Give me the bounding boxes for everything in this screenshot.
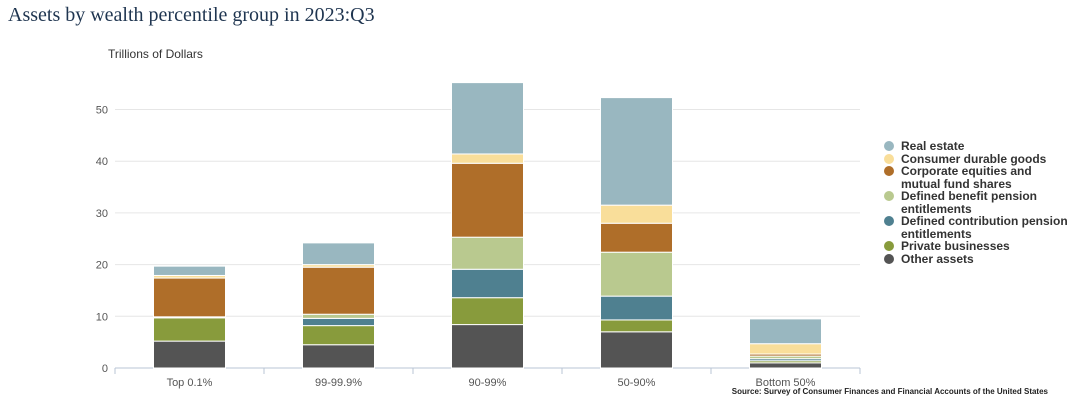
legend-swatch (884, 191, 894, 201)
bar-segment (600, 204, 673, 224)
legend-label: Private businesses (901, 239, 1010, 253)
bar-segment (451, 153, 524, 164)
legend-label: Defined benefit pension entitlements (901, 189, 1038, 216)
legend-label: Corporate equities and mutual fund share… (901, 164, 1032, 191)
legend-item: Defined benefit pension entitlements (884, 190, 1074, 215)
bar-segment (153, 317, 226, 342)
y-tick-label: 10 (96, 311, 108, 323)
y-axis-label: Trillions of Dollars (108, 47, 203, 61)
legend: Real estate Consumer durable goods Corpora… (884, 140, 1074, 265)
bar-segment (451, 324, 524, 369)
y-tick-label: 20 (96, 260, 108, 272)
legend-item: Corporate equities and mutual fund share… (884, 165, 1074, 190)
bar-segment (451, 82, 524, 155)
legend-item: Private businesses (884, 240, 1074, 253)
legend-item: Consumer durable goods (884, 151, 1074, 166)
x-tick-label: 99-99.9% (315, 377, 362, 389)
bar-segment (600, 222, 673, 253)
legend-label: Consumer durable goods (901, 151, 1047, 166)
bar-segment (153, 265, 226, 276)
bar-segment (451, 236, 524, 270)
bar-segment (153, 277, 226, 318)
legend-swatch (884, 216, 894, 226)
bar-segment (302, 344, 375, 369)
bar-segment (302, 266, 375, 315)
x-tick-label: Top 0.1% (167, 377, 213, 389)
bar-segment (302, 317, 375, 327)
bar-segment (749, 343, 822, 355)
y-tick-label: 0 (102, 363, 108, 375)
legend-swatch (884, 141, 894, 151)
legend-swatch (884, 153, 894, 164)
bar-segment (600, 251, 673, 297)
bar-segment (600, 97, 673, 206)
bar-segment (153, 340, 226, 369)
y-tick-label: 40 (96, 156, 108, 168)
legend-label: Other assets (901, 251, 974, 266)
legend-item: Real estate (884, 140, 1074, 153)
bar-segment (302, 242, 375, 266)
legend-label: Defined contribution pension entitlement… (901, 214, 1068, 241)
bar-segment (600, 295, 673, 321)
bar-segment (600, 319, 673, 333)
legend-label: Real estate (901, 139, 965, 153)
bar-segment (600, 331, 673, 369)
chart-title: Assets by wealth percentile group in 202… (8, 4, 375, 26)
legend-item: Other assets (884, 251, 1074, 266)
legend-swatch (884, 166, 894, 176)
x-tick-label: 50-90% (618, 377, 656, 389)
legend-swatch (884, 253, 894, 264)
bar-segment (749, 362, 822, 369)
x-tick-label: 90-99% (469, 377, 507, 389)
bar-segment (451, 162, 524, 238)
y-tick-label: 30 (96, 208, 108, 220)
bar-segment (451, 268, 524, 299)
source-note: Source: Survey of Consumer Finances and … (731, 387, 1048, 396)
x-tick-label: Bottom 50% (756, 377, 816, 389)
y-tick-label: 50 (96, 105, 108, 117)
bar-segment (749, 318, 822, 345)
bar-segment (451, 297, 524, 326)
bar-segment (302, 313, 375, 319)
bar-segment (302, 325, 375, 346)
legend-item: Defined contribution pension entitlement… (884, 215, 1074, 240)
legend-swatch (884, 241, 894, 251)
